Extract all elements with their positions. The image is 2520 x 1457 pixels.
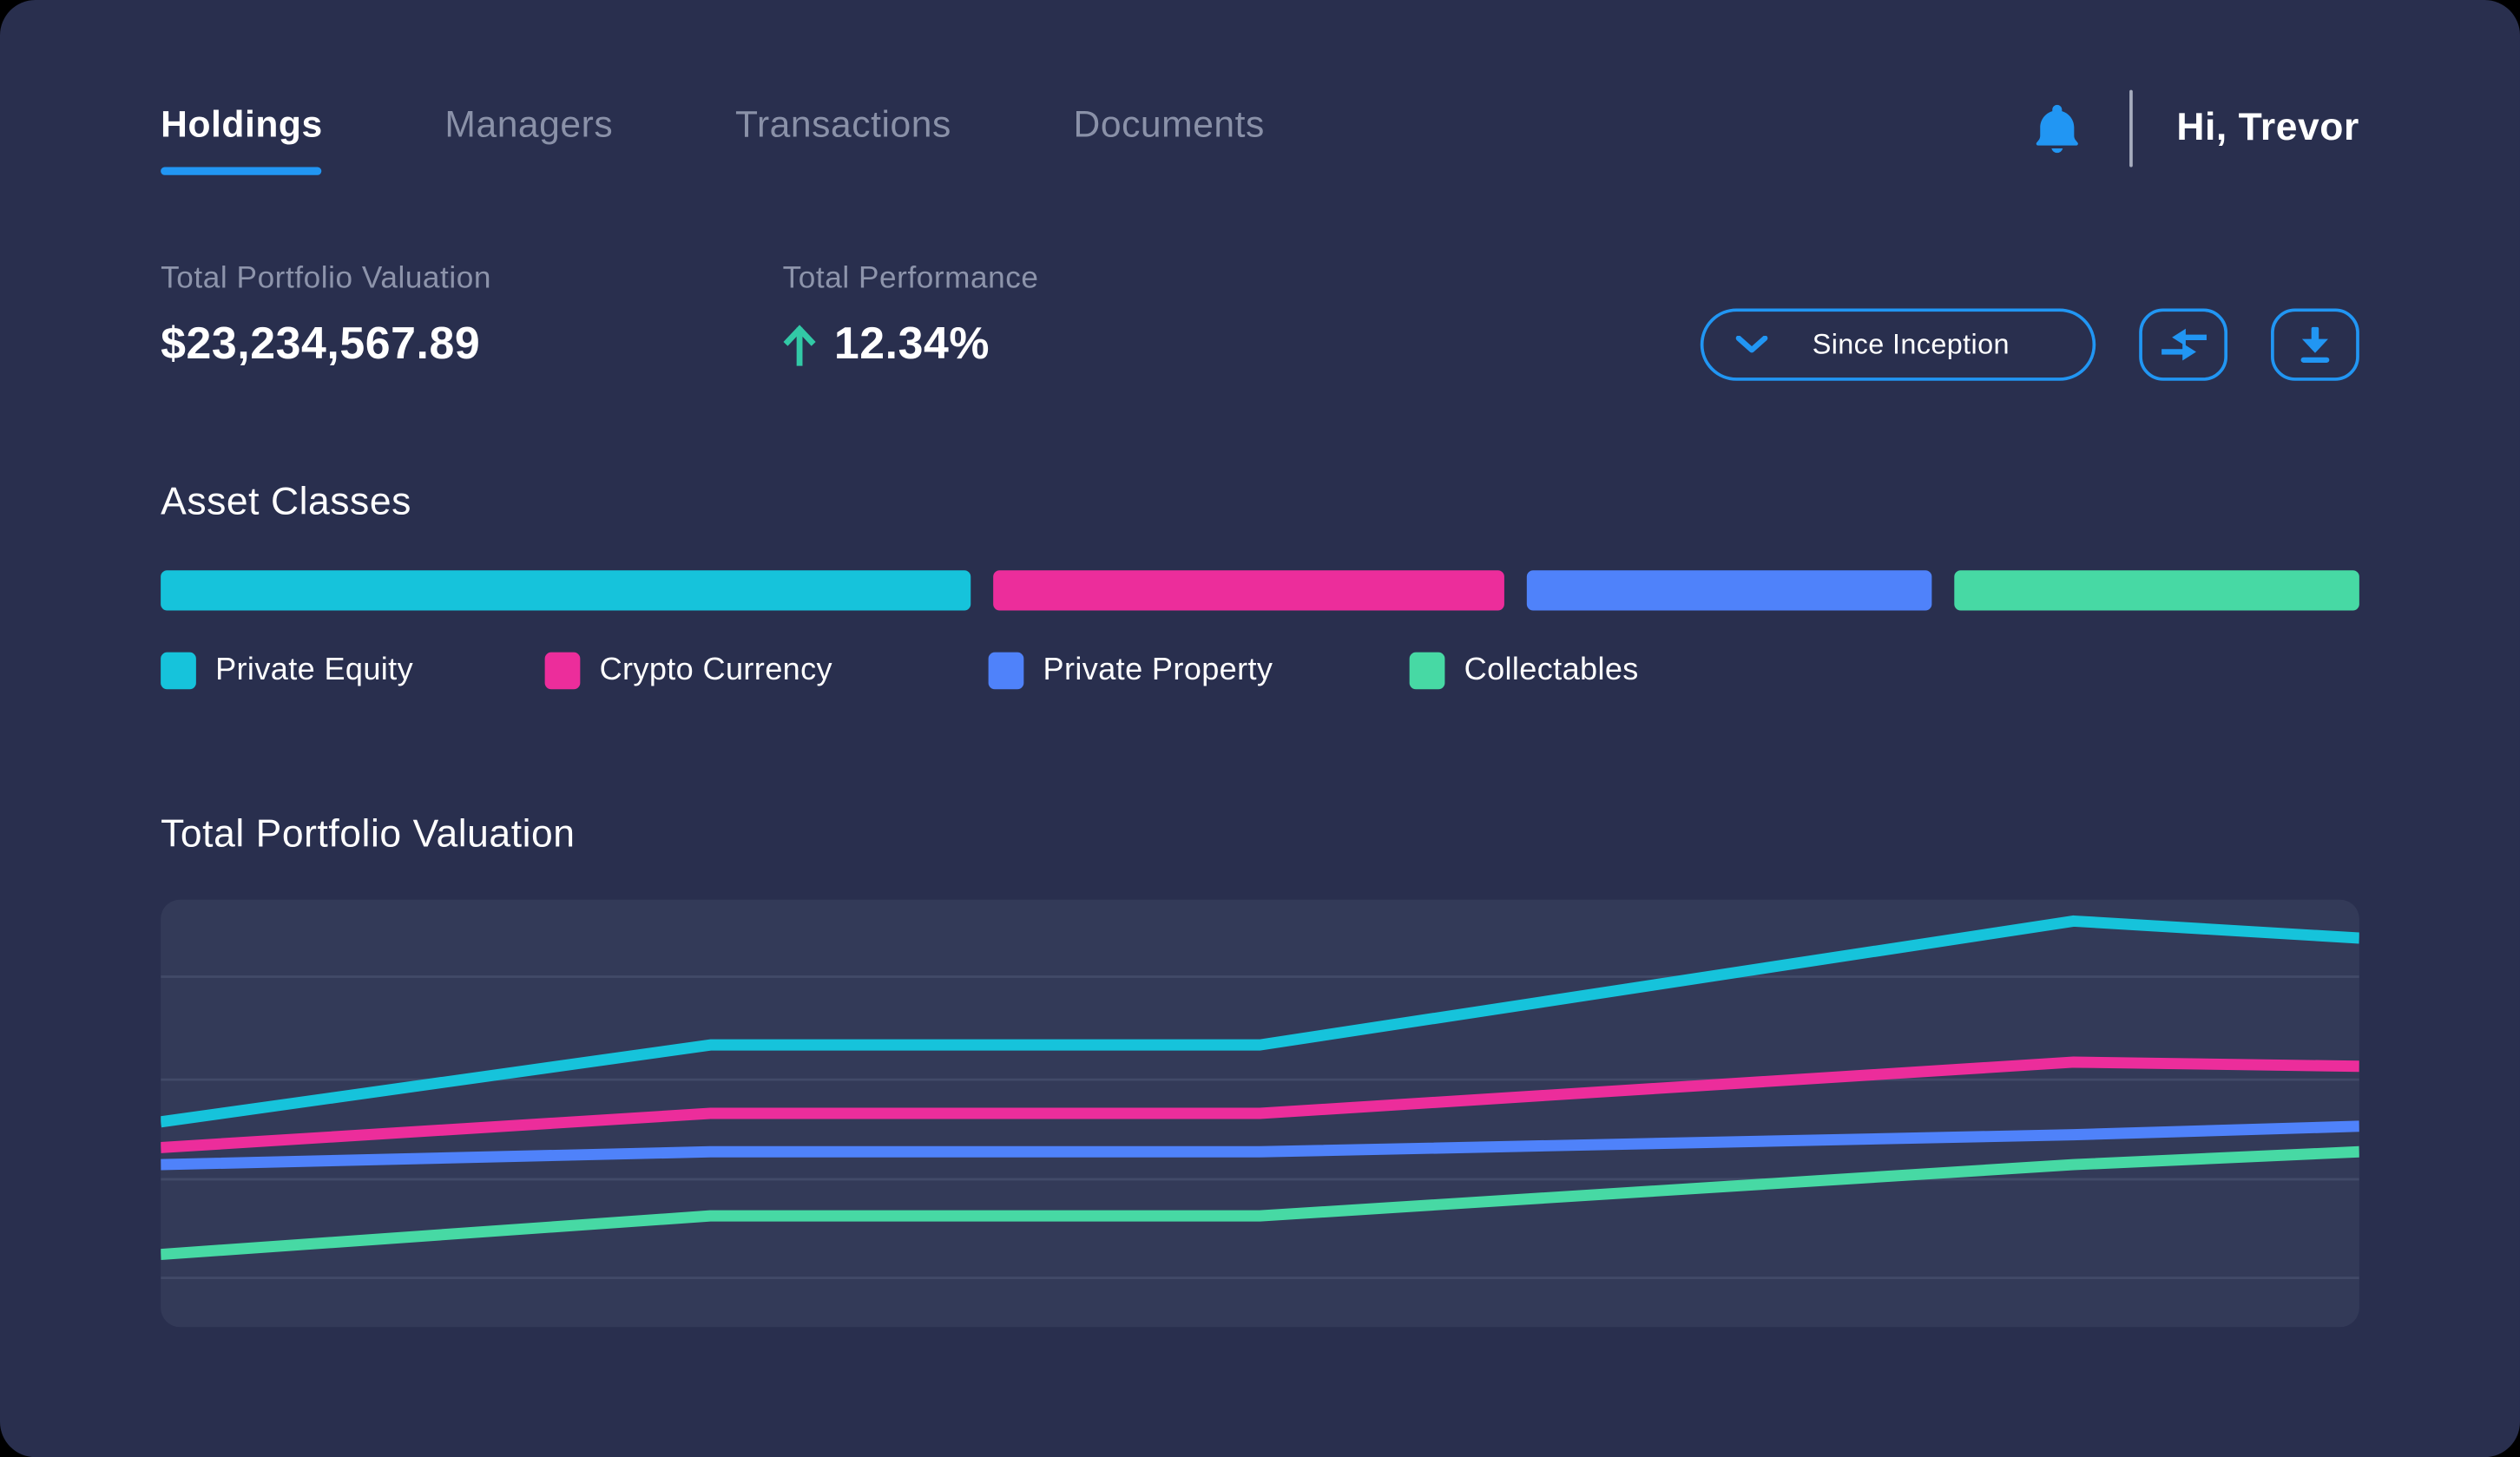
performance-label: Total Performance: [782, 261, 1039, 296]
chevron-down-icon: [1735, 335, 1768, 353]
asset-class-legend: Private Equity Crypto Currency Private P…: [161, 652, 2359, 690]
swap-arrows-icon: [2161, 328, 2207, 361]
tab-label: Managers: [444, 102, 614, 145]
top-nav: Holdings Managers Transactions Documents: [161, 0, 2359, 175]
nav-tabs: Holdings Managers Transactions Documents: [161, 100, 1265, 175]
bell-icon: [2036, 104, 2079, 154]
asset-bar-crypto-currency: [992, 570, 1505, 611]
legend-label: Private Equity: [215, 652, 414, 688]
asset-bar-private-property: [1527, 570, 1932, 611]
portfolio-chart-panel: [161, 899, 2359, 1328]
compare-transfers-button[interactable]: [2139, 308, 2228, 381]
legend-item: Private Property: [988, 652, 1410, 690]
tab-label: Documents: [1073, 102, 1265, 145]
tab-managers[interactable]: Managers: [444, 100, 613, 175]
active-tab-underline: [161, 167, 322, 175]
stats-row: Total Portfolio Valuation $23,234,567.89…: [161, 262, 2359, 381]
legend-swatch-private-equity: [161, 652, 196, 690]
period-selector-label: Since Inception: [1812, 327, 2010, 360]
chart-line-crypto-currency: [161, 1056, 2359, 1153]
legend-swatch-private-property: [988, 652, 1024, 690]
tab-label: Holdings: [161, 102, 323, 145]
legend-swatch-crypto-currency: [544, 652, 581, 690]
performance-value-row: 12.34%: [783, 318, 1039, 370]
notifications-button[interactable]: [2035, 102, 2083, 156]
portfolio-chart-svg: [161, 915, 2359, 1279]
legend-label: Crypto Currency: [599, 652, 832, 688]
asset-classes-title: Asset Classes: [161, 480, 411, 524]
chart-line-private-property: [161, 1120, 2359, 1171]
portfolio-valuation-value: $23,234,567.89: [161, 318, 481, 368]
tab-holdings[interactable]: Holdings: [161, 100, 323, 175]
chart-line-collectables: [161, 1145, 2359, 1261]
nav-right-group: Hi, Trevor: [2035, 89, 2359, 167]
period-selector-button[interactable]: Since Inception: [1700, 308, 2096, 381]
download-icon: [2300, 326, 2330, 363]
legend-label: Private Property: [1043, 652, 1273, 688]
performance-stat: Total Performance 12.34%: [783, 262, 1039, 370]
chart-line-private-equity: [161, 915, 2359, 1128]
asset-bar-private-equity: [161, 570, 971, 611]
user-greeting: Hi, Trevor: [2176, 106, 2359, 150]
legend-item: Private Equity: [161, 652, 544, 690]
portfolio-valuation-label: Total Portfolio Valuation: [161, 261, 492, 296]
header-controls: Since Inception: [1700, 308, 2359, 381]
legend-item: Crypto Currency: [544, 652, 989, 690]
performance-value: 12.34%: [833, 318, 990, 368]
portfolio-valuation-stat: Total Portfolio Valuation $23,234,567.89: [161, 262, 782, 370]
legend-swatch-collectables: [1409, 652, 1445, 690]
arrow-up-icon: [783, 324, 816, 365]
header-divider: [2129, 89, 2134, 167]
asset-bar-collectables: [1954, 570, 2359, 611]
chart-title: Total Portfolio Valuation: [161, 812, 576, 856]
download-button[interactable]: [2271, 308, 2359, 381]
tab-documents[interactable]: Documents: [1074, 100, 1265, 175]
tab-label: Transactions: [734, 102, 951, 145]
tab-transactions[interactable]: Transactions: [735, 100, 951, 175]
legend-label: Collectables: [1464, 652, 1639, 688]
legend-item: Collectables: [1409, 652, 1639, 690]
asset-class-bar: [161, 570, 2359, 611]
